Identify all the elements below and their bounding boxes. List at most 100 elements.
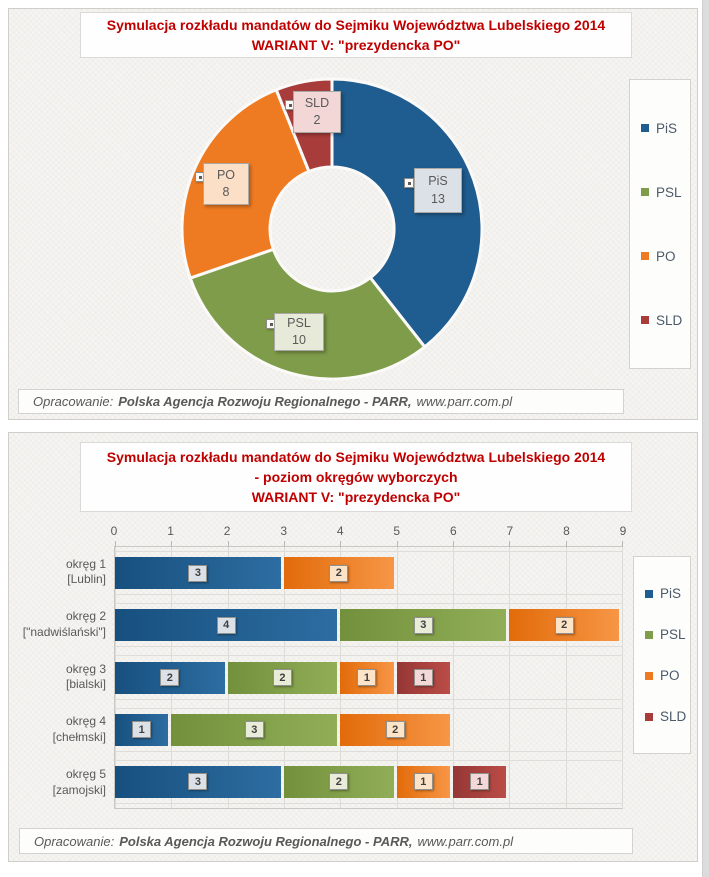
bar-PiS-okreg1: 3 — [115, 557, 281, 590]
donut-slice-PiS — [330, 77, 484, 350]
gridline — [509, 547, 511, 808]
bar-PSL-okreg3: 2 — [227, 661, 338, 694]
donut-label-PiS: PiS 13 — [414, 168, 462, 213]
donut-label-party: PiS — [428, 174, 448, 188]
legend-label: PO — [656, 248, 676, 264]
bar-value-label: 2 — [554, 616, 574, 634]
bar-value-label: 2 — [329, 773, 349, 791]
bars-okreg-2: 4 3 2 — [115, 609, 622, 642]
donut-chart-area: PiS 13 PSL 10 PO 8 SLD 2 — [19, 73, 631, 389]
x-tick-label: 1 — [167, 524, 174, 538]
bar-PiS-okreg4: 1 — [115, 713, 169, 746]
bar-PiS-okreg2: 4 — [115, 609, 338, 642]
bar-value-label: 3 — [244, 721, 264, 739]
row-label-okreg-4: okręg 4 [chełmski] — [9, 704, 106, 757]
gridline — [565, 547, 567, 808]
bar-PO-okreg3: 1 — [340, 661, 394, 694]
donut-legend: PiS PSL PO SLD — [629, 79, 691, 369]
bar-PO-okreg4: 2 — [340, 713, 450, 746]
axis-tick — [115, 541, 116, 547]
bars-okreg-3: 2 2 1 1 — [115, 661, 622, 694]
row-label-line: okręg 3 — [65, 661, 106, 676]
bar-value-label: 1 — [413, 669, 433, 686]
legend-item-SLD: SLD — [645, 709, 686, 724]
donut-label-PSL: PSL 10 — [274, 313, 324, 351]
title-line: Symulacja rozkładu mandatów do Sejmiku W… — [106, 448, 606, 465]
bar-value-label: 2 — [329, 564, 349, 582]
legend-item-PO: PO — [645, 668, 686, 683]
bar-value-label: 2 — [160, 669, 180, 686]
bar-value-label: 2 — [385, 721, 405, 739]
footer-url: www.parr.com.pl — [416, 394, 513, 409]
axis-tick — [509, 541, 511, 547]
bar-value-label: 3 — [188, 773, 208, 791]
scrollbar[interactable] — [702, 0, 709, 877]
row-label-line: okręg 1 — [65, 556, 106, 571]
legend-item-PiS: PiS — [641, 121, 686, 136]
bar-PiS-okreg5: 3 — [115, 765, 281, 798]
legend-item-SLD: SLD — [641, 313, 686, 328]
row-label-line: [zamojski] — [52, 782, 106, 797]
row-label-line: okręg 4 — [65, 714, 106, 729]
row-band — [115, 707, 622, 752]
PiS-legend-swatch — [641, 124, 649, 132]
PSL-legend-swatch — [645, 630, 653, 639]
x-tick-label: 0 — [110, 524, 118, 538]
donut-label-marker — [404, 178, 414, 188]
bar-legend: PiS PSL PO SLD — [633, 556, 691, 754]
gridline — [453, 547, 454, 808]
axis-tick — [227, 541, 229, 547]
bar-SLD-okreg5: 1 — [452, 765, 507, 798]
PO-legend-swatch — [641, 252, 649, 260]
PSL-legend-swatch — [641, 188, 649, 196]
footer-prefix: Opracowanie: — [33, 394, 114, 409]
row-label-okreg-2: okręg 2 ["nadwiślański"] — [9, 599, 106, 652]
x-tick-label: 8 — [563, 524, 570, 538]
SLD-legend-swatch — [641, 316, 649, 324]
bar-row-okreg-4: 1 3 2 — [115, 704, 622, 756]
title-line: WARIANT V: "prezydencka PO" — [251, 489, 461, 506]
row-band — [115, 603, 622, 648]
axis-tick — [453, 541, 454, 547]
bar-value-label: 1 — [132, 721, 152, 739]
legend-label: SLD — [656, 312, 683, 328]
legend-item-PiS: PiS — [645, 586, 686, 601]
row-label-line: [bialski] — [65, 677, 106, 692]
donut-label-PO: PO 8 — [203, 163, 249, 205]
bar-PSL-okreg4: 3 — [171, 713, 338, 746]
title-line: - poziom okręgów wyborczych — [254, 468, 458, 485]
bar-value-label: 1 — [470, 773, 490, 791]
donut-label-party: PSL — [287, 315, 311, 330]
source-footer: Opracowanie: Polska Agencja Rozwoju Regi… — [19, 828, 633, 854]
bar-PSL-okreg5: 2 — [283, 765, 394, 798]
donut-label-value: 13 — [431, 191, 445, 206]
row-label-line: [Lublin] — [67, 572, 106, 587]
axis-tick — [622, 541, 623, 547]
gridline — [622, 547, 623, 808]
x-tick-label: 3 — [280, 524, 287, 538]
bar-value-label: 1 — [413, 773, 433, 791]
SLD-legend-swatch — [645, 712, 653, 721]
legend-item-PSL: PSL — [645, 627, 686, 642]
bar-row-okreg-2: 4 3 2 — [115, 599, 622, 651]
x-tick-label: 7 — [506, 524, 514, 538]
title-line: Symulacja rozkładu mandatów do Sejmiku W… — [106, 16, 606, 33]
donut-label-value: 2 — [313, 113, 321, 127]
bar-PiS-okreg3: 2 — [115, 661, 225, 694]
bars-okreg-4: 1 3 2 — [115, 713, 622, 746]
bar-row-okreg-3: 2 2 1 1 — [115, 651, 622, 703]
PiS-legend-swatch — [645, 589, 653, 598]
footer-prefix: Opracowanie: — [34, 833, 115, 849]
bar-chart-panel: Symulacja rozkładu mandatów do Sejmiku W… — [8, 432, 698, 862]
legend-label: PSL — [660, 627, 686, 642]
legend-label: PiS — [656, 120, 678, 136]
row-label-okreg-5: okręg 5 [zamojski] — [9, 756, 106, 809]
bar-value-label: 3 — [188, 564, 208, 582]
axis-tick — [396, 541, 398, 547]
bar-value-label: 1 — [357, 669, 377, 686]
row-label-line: [chełmski] — [52, 730, 106, 745]
donut-chart-panel: Symulacja rozkładu mandatów do Sejmiku W… — [8, 8, 698, 420]
row-label-okreg-3: okręg 3 [bialski] — [9, 651, 106, 704]
